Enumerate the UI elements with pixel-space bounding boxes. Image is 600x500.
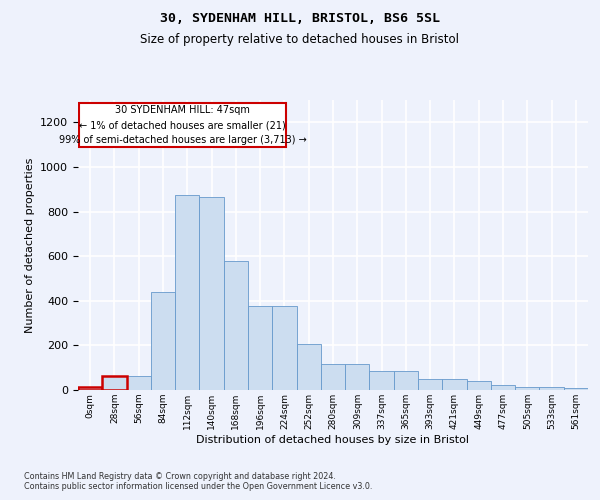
Y-axis label: Number of detached properties: Number of detached properties: [25, 158, 35, 332]
Bar: [224, 260, 248, 390]
Bar: [102, 376, 127, 390]
Text: 30, SYDENHAM HILL, BRISTOL, BS6 5SL: 30, SYDENHAM HILL, BRISTOL, BS6 5SL: [160, 12, 440, 26]
Bar: [78, 386, 102, 390]
Bar: [467, 381, 491, 390]
Bar: [127, 376, 151, 390]
Text: Contains HM Land Registry data © Crown copyright and database right 2024.: Contains HM Land Registry data © Crown c…: [24, 472, 336, 481]
X-axis label: Distribution of detached houses by size in Bristol: Distribution of detached houses by size …: [197, 434, 470, 444]
Text: 30 SYDENHAM HILL: 47sqm
← 1% of detached houses are smaller (21)
99% of semi-det: 30 SYDENHAM HILL: 47sqm ← 1% of detached…: [59, 106, 307, 145]
Bar: [345, 364, 370, 390]
Bar: [199, 197, 224, 390]
Text: Size of property relative to detached houses in Bristol: Size of property relative to detached ho…: [140, 32, 460, 46]
Bar: [151, 292, 175, 390]
Bar: [564, 388, 588, 390]
Bar: [102, 376, 127, 390]
Bar: [370, 371, 394, 390]
Bar: [79, 104, 286, 147]
Bar: [78, 386, 102, 390]
Bar: [418, 379, 442, 390]
Bar: [321, 364, 345, 390]
Bar: [442, 379, 467, 390]
Bar: [296, 344, 321, 390]
Bar: [394, 371, 418, 390]
Bar: [248, 306, 272, 390]
Bar: [515, 386, 539, 390]
Bar: [539, 386, 564, 390]
Bar: [491, 385, 515, 390]
Text: Contains public sector information licensed under the Open Government Licence v3: Contains public sector information licen…: [24, 482, 373, 491]
Bar: [175, 195, 199, 390]
Bar: [272, 306, 296, 390]
